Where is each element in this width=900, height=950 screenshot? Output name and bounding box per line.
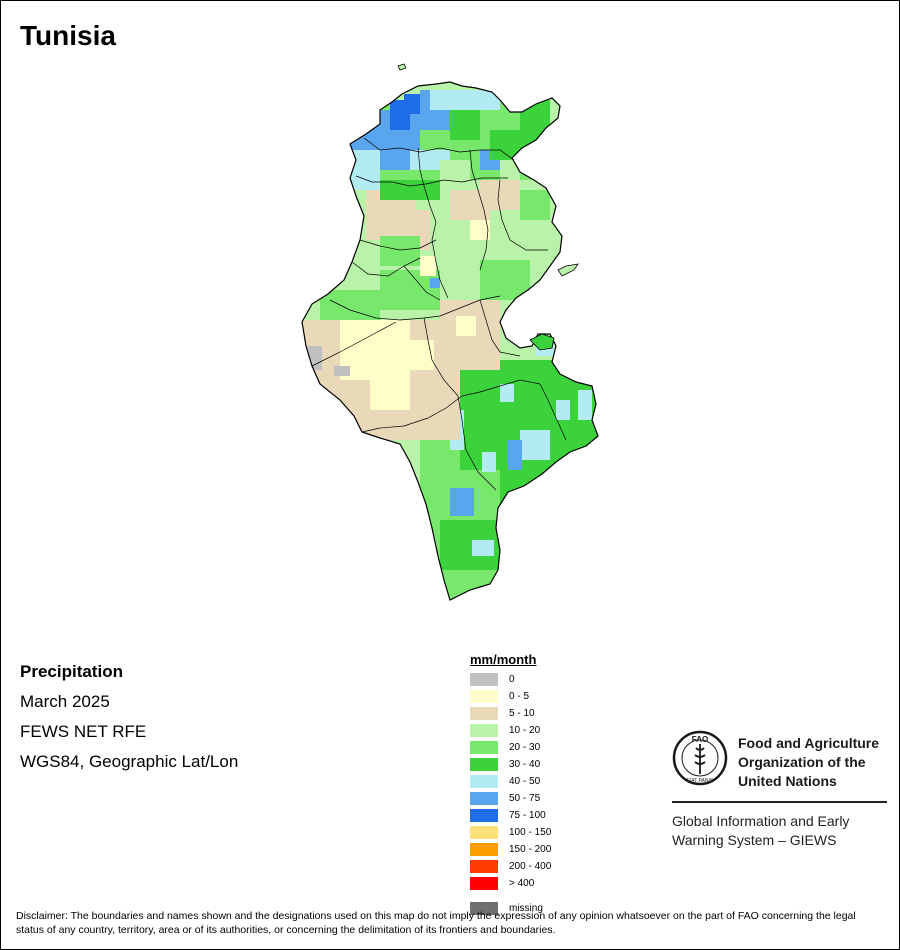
legend-label: 75 - 100: [509, 810, 546, 821]
legend-swatch: [470, 673, 498, 686]
legend-swatch: [470, 877, 498, 890]
djerba-island: [529, 333, 555, 351]
legend-item: 0 - 5: [470, 688, 551, 705]
legend-label: > 400: [509, 878, 535, 889]
legend-title: mm/month: [470, 652, 537, 667]
legend-swatch: [470, 707, 498, 720]
legend-swatch: [470, 792, 498, 805]
legend-label: 5 - 10: [509, 708, 535, 719]
legend-missing: missing: [470, 902, 543, 915]
legend-item: 10 - 20: [470, 722, 551, 739]
galite-island: [397, 63, 407, 71]
map-info: Precipitation March 2025 FEWS NET RFE WG…: [20, 657, 238, 777]
giews-program-name: Global Information and Early Warning Sys…: [672, 813, 850, 848]
fao-logo-icon: FAO FIAT PANIS: [672, 730, 728, 786]
legend-label: 0: [509, 674, 515, 685]
legend-label: missing: [509, 903, 543, 914]
divider: [672, 801, 887, 803]
legend-label: 0 - 5: [509, 691, 530, 702]
governorate-boundaries: [311, 137, 567, 491]
legend-swatch: [470, 860, 498, 873]
legend-item: 200 - 400: [470, 858, 551, 875]
period-label: March 2025: [20, 692, 110, 711]
source-label: FEWS NET RFE: [20, 722, 147, 741]
legend-label: 10 - 20: [509, 725, 541, 736]
legend-swatch: [470, 809, 498, 822]
fao-logo-motto: FIAT PANIS: [687, 778, 714, 784]
legend-rows: 0 0 - 5 5 - 10 10 - 20 20 - 30 30 - 40 40 - 50…: [470, 671, 551, 892]
legend-label: 40 - 50: [509, 776, 541, 787]
legend-label: 50 - 75: [509, 793, 541, 804]
legend-label: 150 - 200: [509, 844, 552, 855]
legend-item: 20 - 30: [470, 739, 551, 756]
legend-item: 50 - 75: [470, 790, 551, 807]
legend-swatch: [470, 843, 498, 856]
legend-item: 30 - 40: [470, 756, 551, 773]
legend-swatch: [470, 724, 498, 737]
legend-item: 5 - 10: [470, 705, 551, 722]
legend-item: 40 - 50: [470, 773, 551, 790]
kerkennah-island: [557, 263, 579, 277]
legend-swatch: [470, 758, 498, 771]
legend-swatch: [470, 741, 498, 754]
legend-item: 150 - 200: [470, 841, 551, 858]
variable-label: Precipitation: [20, 662, 123, 681]
legend-item: > 400: [470, 875, 551, 892]
fao-org-name: Food and Agriculture Organization of the…: [738, 735, 880, 789]
legend-swatch: [470, 902, 498, 915]
legend-label: 20 - 30: [509, 742, 541, 753]
legend-label: 100 - 150: [509, 827, 552, 838]
legend: mm/month 0 0 - 5 5 - 10 10 - 20 20 - 30 30 - …: [470, 652, 551, 892]
legend-swatch: [470, 826, 498, 839]
precipitation-raster: [302, 82, 598, 600]
legend-item: 75 - 100: [470, 807, 551, 824]
legend-label: 200 - 400: [509, 861, 552, 872]
fao-logo-letters: FAO: [692, 735, 708, 744]
legend-swatch: [470, 690, 498, 703]
projection-label: WGS84, Geographic Lat/Lon: [20, 752, 239, 771]
legend-item: 100 - 150: [470, 824, 551, 841]
disclaimer: Disclaimer: The boundaries and names sho…: [16, 910, 856, 936]
legend-item: 0: [470, 671, 551, 688]
legend-swatch: [470, 775, 498, 788]
legend-label: 30 - 40: [509, 759, 541, 770]
map-title: Tunisia: [20, 20, 116, 51]
precipitation-map: [301, 63, 599, 601]
